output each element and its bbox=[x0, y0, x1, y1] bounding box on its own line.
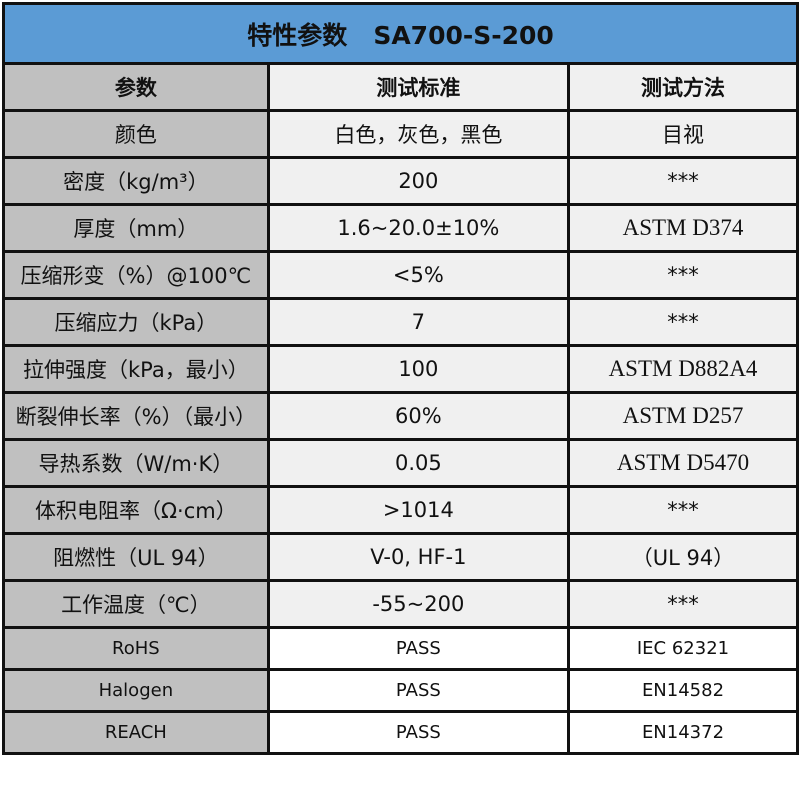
table-row: 压缩应力（kPa） 7 *** bbox=[2, 297, 799, 347]
standard-cell: 60% bbox=[266, 391, 571, 441]
param-cell: 颜色 bbox=[2, 109, 270, 159]
param-cell: 体积电阻率（Ω·cm） bbox=[2, 485, 270, 535]
standard-cell: >1014 bbox=[266, 485, 571, 535]
method-cell: ASTM D257 bbox=[567, 391, 799, 441]
table-row: 工作温度（℃） -55~200 *** bbox=[2, 579, 799, 629]
standard-cell: 7 bbox=[266, 297, 571, 347]
param-cell: 压缩形变（%）@100℃ bbox=[2, 250, 270, 300]
spec-table: 特性参数 SA700-S-200 参数 测试标准 测试方法 颜色 白色，灰色，黑色… bbox=[2, 2, 799, 755]
table-row: Halogen PASS EN14582 bbox=[2, 668, 799, 713]
param-cell: 断裂伸长率（%）（最小） bbox=[2, 391, 270, 441]
param-cell: RoHS bbox=[2, 626, 270, 671]
table-row: 压缩形变（%）@100℃ <5% *** bbox=[2, 250, 799, 300]
method-cell: *** bbox=[567, 485, 799, 535]
standard-cell: PASS bbox=[266, 710, 571, 755]
table-title: 特性参数 SA700-S-200 bbox=[2, 2, 799, 65]
method-cell: EN14372 bbox=[567, 710, 799, 755]
table-row: 体积电阻率（Ω·cm） >1014 *** bbox=[2, 485, 799, 535]
param-cell: 拉伸强度（kPa，最小） bbox=[2, 344, 270, 394]
table-row: 厚度（mm） 1.6~20.0±10% ASTM D374 bbox=[2, 203, 799, 253]
method-cell: （UL 94） bbox=[567, 532, 799, 582]
header-standard: 测试标准 bbox=[266, 62, 571, 112]
method-cell: IEC 62321 bbox=[567, 626, 799, 671]
table-row: 导热系数（W/m·K） 0.05 ASTM D5470 bbox=[2, 438, 799, 488]
param-cell: 阻燃性（UL 94） bbox=[2, 532, 270, 582]
param-cell: 密度（kg/m³） bbox=[2, 156, 270, 206]
standard-cell: 1.6~20.0±10% bbox=[266, 203, 571, 253]
standard-cell: 100 bbox=[266, 344, 571, 394]
standard-cell: V-0, HF-1 bbox=[266, 532, 571, 582]
header-method: 测试方法 bbox=[567, 62, 799, 112]
standard-cell: <5% bbox=[266, 250, 571, 300]
standard-cell: 白色，灰色，黑色 bbox=[266, 109, 571, 159]
table-title-row: 特性参数 SA700-S-200 bbox=[2, 2, 799, 65]
method-cell: *** bbox=[567, 579, 799, 629]
standard-cell: PASS bbox=[266, 668, 571, 713]
method-cell: ASTM D882A4 bbox=[567, 344, 799, 394]
method-cell: *** bbox=[567, 156, 799, 206]
method-cell: EN14582 bbox=[567, 668, 799, 713]
table-row: RoHS PASS IEC 62321 bbox=[2, 626, 799, 671]
table-row: 颜色 白色，灰色，黑色 目视 bbox=[2, 109, 799, 159]
header-param: 参数 bbox=[2, 62, 270, 112]
standard-cell: 0.05 bbox=[266, 438, 571, 488]
method-cell: ASTM D374 bbox=[567, 203, 799, 253]
standard-cell: -55~200 bbox=[266, 579, 571, 629]
column-header-row: 参数 测试标准 测试方法 bbox=[2, 62, 799, 112]
standard-cell: PASS bbox=[266, 626, 571, 671]
method-cell: ASTM D5470 bbox=[567, 438, 799, 488]
table-row: 拉伸强度（kPa，最小） 100 ASTM D882A4 bbox=[2, 344, 799, 394]
param-cell: 工作温度（℃） bbox=[2, 579, 270, 629]
param-cell: 压缩应力（kPa） bbox=[2, 297, 270, 347]
param-cell: Halogen bbox=[2, 668, 270, 713]
param-cell: 导热系数（W/m·K） bbox=[2, 438, 270, 488]
param-cell: 厚度（mm） bbox=[2, 203, 270, 253]
method-cell: 目视 bbox=[567, 109, 799, 159]
param-cell: REACH bbox=[2, 710, 270, 755]
standard-cell: 200 bbox=[266, 156, 571, 206]
table-row: 密度（kg/m³） 200 *** bbox=[2, 156, 799, 206]
table-row: 断裂伸长率（%）（最小） 60% ASTM D257 bbox=[2, 391, 799, 441]
table-row: REACH PASS EN14372 bbox=[2, 710, 799, 755]
table-row: 阻燃性（UL 94） V-0, HF-1 （UL 94） bbox=[2, 532, 799, 582]
method-cell: *** bbox=[567, 297, 799, 347]
method-cell: *** bbox=[567, 250, 799, 300]
